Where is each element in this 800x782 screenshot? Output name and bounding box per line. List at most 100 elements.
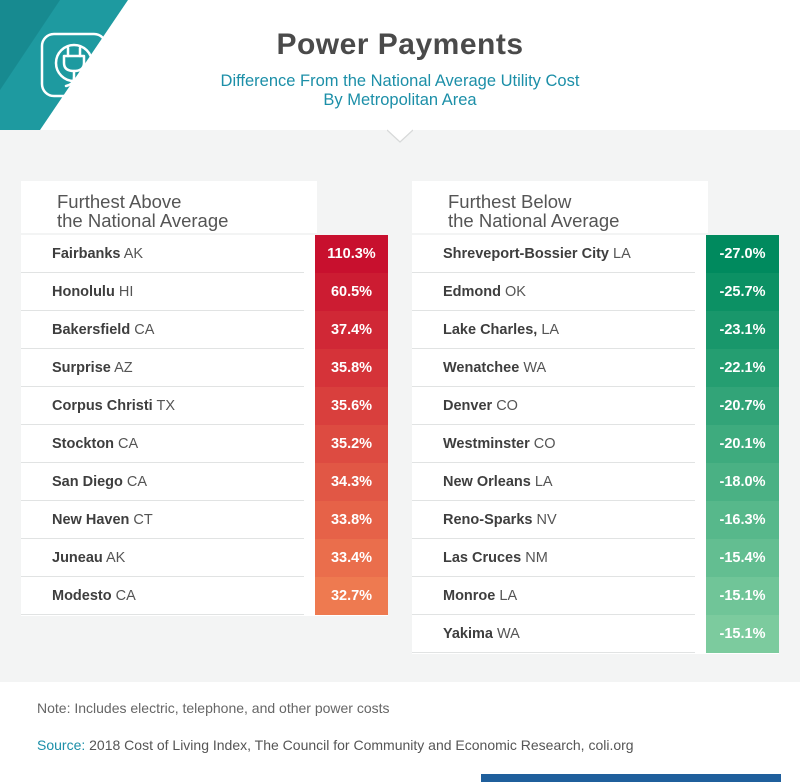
- above-city-label: New Haven CT: [52, 501, 153, 539]
- above-state-code: TX: [152, 398, 175, 414]
- table-row: Yakima WA: [412, 615, 695, 653]
- above-state-code: AK: [120, 246, 144, 262]
- above-city-label: San Diego CA: [52, 463, 147, 501]
- panel-below-title-line-1: Furthest Below: [448, 191, 572, 212]
- table-row: Surprise AZ: [21, 349, 304, 387]
- below-state-code: LA: [537, 322, 560, 338]
- page-title: Power Payments: [276, 28, 524, 61]
- table-row: Juneau AK: [21, 539, 304, 577]
- above-value-cell: 60.5%: [315, 273, 388, 311]
- below-state-code: LA: [530, 474, 553, 490]
- plug-icon: [54, 43, 94, 88]
- subtitle-line-1: Difference From the National Average Uti…: [220, 72, 580, 90]
- footer: [0, 682, 800, 782]
- below-state-code: CO: [529, 436, 556, 452]
- below-city-name: Denver: [443, 398, 493, 414]
- below-state-code: NM: [521, 550, 548, 566]
- below-city-label: Reno-Sparks NV: [443, 501, 557, 539]
- panel-below-title: Furthest Below the National Average: [412, 181, 708, 233]
- below-city-label: Las Cruces NM: [443, 539, 548, 577]
- below-city-label: Edmond OK: [443, 273, 526, 311]
- table-row: Honolulu HI: [21, 273, 304, 311]
- below-state-code: LA: [495, 588, 518, 604]
- table-row: Monroe LA: [412, 577, 695, 615]
- above-value-cell: 34.3%: [315, 463, 388, 501]
- panel-below-average: Furthest Below the National Average Shre…: [412, 181, 779, 654]
- above-state-code: CA: [114, 436, 139, 452]
- table-row: Westminster CO: [412, 425, 695, 463]
- above-city-name: Surprise: [52, 360, 111, 376]
- above-state-code: CA: [130, 322, 155, 338]
- table-row: Reno-Sparks NV: [412, 501, 695, 539]
- table-row: Modesto CA: [21, 577, 304, 615]
- table-row: Lake Charles, LA: [412, 311, 695, 349]
- panel-above-title: Furthest Above the National Average: [21, 181, 317, 233]
- above-value-cell: 33.8%: [315, 501, 388, 539]
- below-value-cell: -23.1%: [706, 311, 779, 349]
- source-line: Source: 2018 Cost of Living Index, The C…: [37, 737, 634, 753]
- above-city-label: Modesto CA: [52, 577, 136, 615]
- above-state-code: HI: [114, 284, 134, 300]
- source-text: 2018 Cost of Living Index, The Council f…: [85, 737, 634, 753]
- table-row: Edmond OK: [412, 273, 695, 311]
- below-state-code: OK: [501, 284, 526, 300]
- footnote: Note: Includes electric, telephone, and …: [37, 700, 390, 716]
- above-state-code: AK: [102, 550, 126, 566]
- above-value-cell: 37.4%: [315, 311, 388, 349]
- below-city-name: Reno-Sparks: [443, 512, 533, 528]
- above-value-cell: 35.8%: [315, 349, 388, 387]
- table-row: Shreveport-Bossier City LA: [412, 235, 695, 273]
- table-row: Las Cruces NM: [412, 539, 695, 577]
- table-row: New Orleans LA: [412, 463, 695, 501]
- corner-banner: [0, 0, 128, 130]
- below-city-name: Westminster: [443, 436, 530, 452]
- table-row: Stockton CA: [21, 425, 304, 463]
- below-value-cell: -20.1%: [706, 425, 779, 463]
- below-city-name: Lake Charles,: [443, 322, 538, 338]
- table-row: Denver CO: [412, 387, 695, 425]
- below-state-code: CO: [492, 398, 518, 414]
- above-city-name: Bakersfield: [52, 322, 131, 338]
- below-value-cell: -15.1%: [706, 615, 779, 653]
- below-city-label: Lake Charles, LA: [443, 311, 559, 349]
- table-row: Wenatchee WA: [412, 349, 695, 387]
- table-row: New Haven CT: [21, 501, 304, 539]
- above-value-cell: 110.3%: [315, 235, 388, 273]
- bottom-bar: [481, 774, 781, 782]
- source-label: Source:: [37, 737, 86, 753]
- above-city-label: Fairbanks AK: [52, 235, 143, 273]
- table-below-average: Shreveport-Bossier City LA -27.0% Edmond O…: [412, 235, 779, 654]
- below-city-name: Edmond: [443, 284, 501, 300]
- below-city-label: Shreveport-Bossier City LA: [443, 235, 631, 273]
- subtitle-line-2: By Metropolitan Area: [323, 91, 477, 109]
- table-row: Bakersfield CA: [21, 311, 304, 349]
- below-city-name: New Orleans: [443, 474, 531, 490]
- above-city-name: Corpus Christi: [52, 398, 153, 414]
- above-state-code: CA: [122, 474, 148, 490]
- above-city-name: Stockton: [52, 436, 115, 452]
- above-city-name: Fairbanks: [52, 246, 121, 262]
- above-state-code: CT: [129, 512, 153, 528]
- header-notch: [387, 129, 413, 143]
- below-city-label: Monroe LA: [443, 577, 517, 615]
- table-row: Fairbanks AK: [21, 235, 304, 273]
- table-row: Corpus Christi TX: [21, 387, 304, 425]
- below-state-code: WA: [493, 626, 520, 642]
- below-state-code: LA: [609, 246, 631, 262]
- above-city-label: Surprise AZ: [52, 349, 133, 387]
- below-city-label: Westminster CO: [443, 425, 556, 463]
- above-city-name: Juneau: [52, 550, 103, 566]
- header: Power Payments Difference From the Natio…: [0, 0, 800, 130]
- below-value-cell: -16.3%: [706, 501, 779, 539]
- below-value-cell: -22.1%: [706, 349, 779, 387]
- below-city-label: New Orleans LA: [443, 463, 553, 501]
- panel-above-average: Furthest Above the National Average Fair…: [21, 181, 388, 616]
- below-city-name: Las Cruces: [443, 550, 522, 566]
- table-above-average: Fairbanks AK 110.3% Honolulu HI 60.5% Bakers…: [21, 235, 388, 616]
- below-city-name: Shreveport-Bossier City: [443, 246, 609, 262]
- panel-above-title-line-2: the National Average: [57, 210, 229, 231]
- above-city-name: San Diego: [52, 474, 123, 490]
- below-value-cell: -15.4%: [706, 539, 779, 577]
- page-subtitle: Difference From the National Average Uti…: [0, 72, 800, 110]
- above-city-label: Honolulu HI: [52, 273, 133, 311]
